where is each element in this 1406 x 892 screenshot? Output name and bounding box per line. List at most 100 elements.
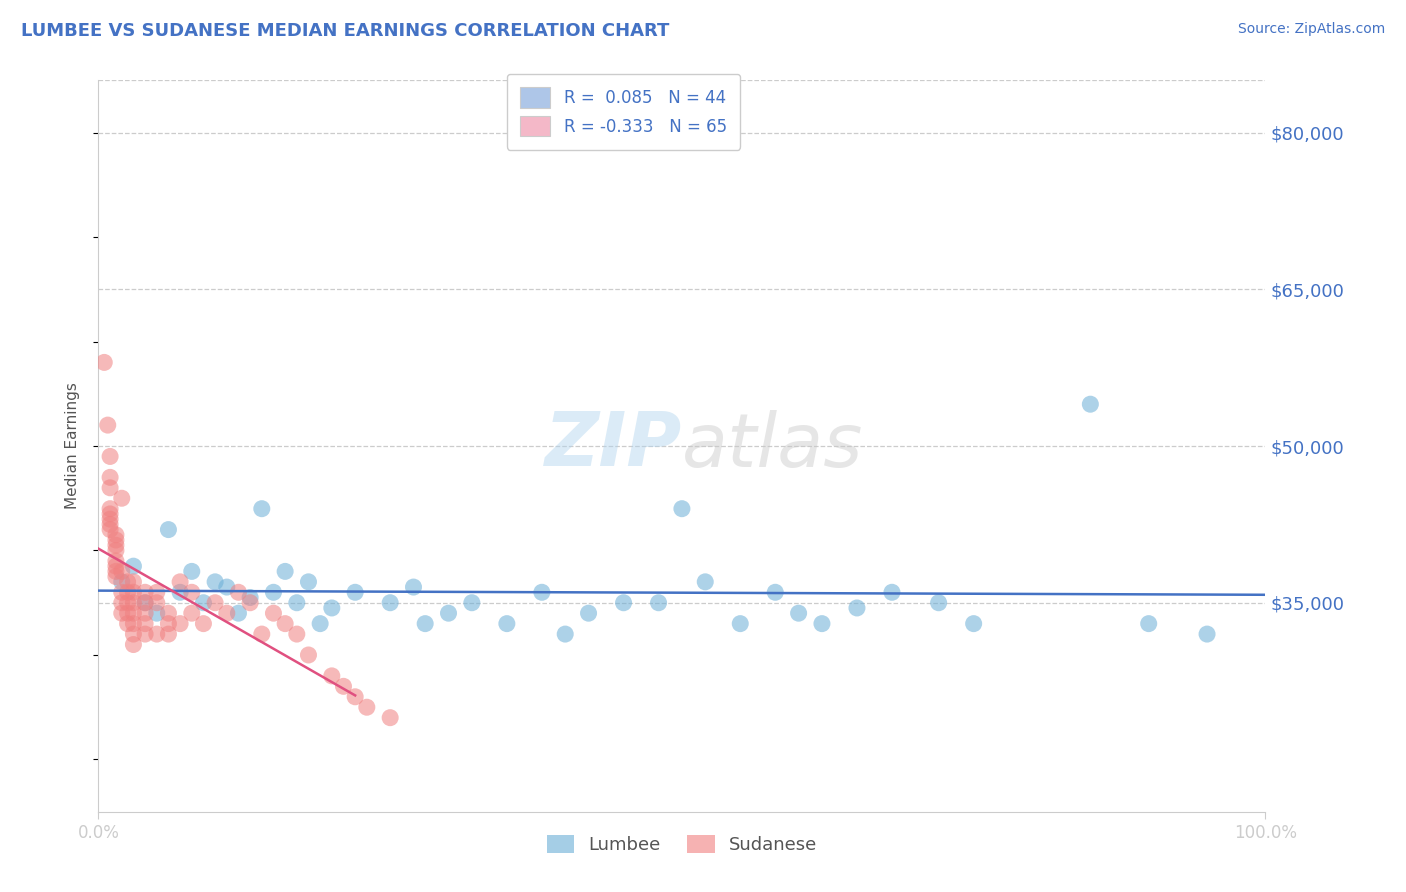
Point [98,481,121,495]
Point [274,565,297,579]
Point [962,616,984,631]
Point [117,596,139,610]
Point [98,517,121,532]
Point [180,565,202,579]
Point [134,585,156,599]
Point [122,574,145,589]
Point [169,585,191,599]
Legend: Lumbee, Sudanese: Lumbee, Sudanese [540,828,824,861]
Point [111,585,134,599]
Point [204,574,226,589]
Point [530,585,553,599]
Point [169,574,191,589]
Point [356,700,378,714]
Point [215,580,238,594]
Point [97,418,120,433]
Point [402,580,425,594]
Point [730,616,752,631]
Point [193,596,215,610]
Point [134,616,156,631]
Point [193,616,215,631]
Point [98,470,121,484]
Point [380,711,402,725]
Point [204,596,226,610]
Text: atlas: atlas [682,410,863,482]
Text: Source: ZipAtlas.com: Source: ZipAtlas.com [1237,22,1385,37]
Point [880,585,903,599]
Point [157,616,180,631]
Point [111,606,134,620]
Point [117,574,139,589]
Point [146,606,169,620]
Point [111,574,134,589]
Point [122,616,145,631]
Point [111,596,134,610]
Point [228,606,250,620]
Point [157,523,180,537]
Point [250,627,273,641]
Point [321,669,343,683]
Point [122,559,145,574]
Point [122,596,145,610]
Point [104,569,127,583]
Point [122,638,145,652]
Point [134,606,156,620]
Point [239,596,262,610]
Point [671,501,693,516]
Point [344,585,367,599]
Text: LUMBEE VS SUDANESE MEDIAN EARNINGS CORRELATION CHART: LUMBEE VS SUDANESE MEDIAN EARNINGS CORRE… [21,22,669,40]
Point [104,533,127,547]
Point [1137,616,1160,631]
Point [117,616,139,631]
Point [169,616,191,631]
Point [763,585,786,599]
Point [262,606,284,620]
Point [250,501,273,516]
Point [117,585,139,599]
Point [437,606,460,620]
Point [93,355,115,369]
Point [134,596,156,610]
Point [1080,397,1102,411]
Point [496,616,519,631]
Point [104,559,127,574]
Point [111,565,134,579]
Point [104,565,127,579]
Point [98,507,121,521]
Point [98,450,121,464]
Point [134,627,156,641]
Point [554,627,576,641]
Point [157,606,180,620]
Point [111,491,134,506]
Point [146,585,169,599]
Point [122,606,145,620]
Point [1195,627,1218,641]
Point [122,627,145,641]
Point [321,601,343,615]
Point [578,606,600,620]
Point [285,596,308,610]
Point [846,601,869,615]
Point [239,591,262,605]
Point [104,554,127,568]
Point [98,523,121,537]
Point [297,574,319,589]
Point [146,627,169,641]
Point [285,627,308,641]
Point [695,574,717,589]
Point [297,648,319,662]
Point [180,585,202,599]
Point [461,596,484,610]
Point [122,585,145,599]
Point [647,596,669,610]
Point [380,596,402,610]
Point [157,627,180,641]
Point [928,596,950,610]
Point [274,616,297,631]
Point [98,501,121,516]
Point [787,606,810,620]
Point [104,528,127,542]
Point [215,606,238,620]
Point [228,585,250,599]
Point [98,512,121,526]
